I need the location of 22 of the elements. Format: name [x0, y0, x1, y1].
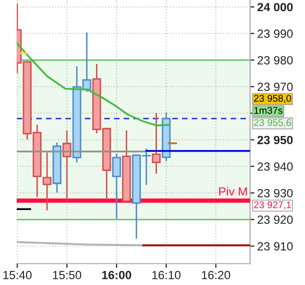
y-tick-label: 24 000 — [257, 2, 293, 12]
y-tick-label: 23 950 — [257, 136, 293, 144]
text: 23 958,0 — [254, 94, 292, 103]
y-tick-label: 23 970 — [258, 82, 293, 92]
candlestick — [112, 153, 121, 219]
y-tick-label: 23 990 — [258, 30, 293, 38]
y-tick-label: 23 920 — [258, 216, 293, 224]
text: 23 955,6 — [254, 119, 292, 128]
y-tick-label: 23 980 — [258, 56, 293, 64]
x-tick-label: 16:10 — [152, 270, 181, 280]
y-tick-label: 23 910 — [258, 242, 293, 250]
y-tick-label: 23 940 — [258, 162, 293, 171]
candlestick — [152, 113, 161, 174]
ref-line-label: Piv M — [219, 186, 247, 196]
text: 23 927,1 — [254, 201, 291, 210]
x-tick-label: 15:40 — [3, 270, 32, 280]
x-tick-label: 15:50 — [53, 270, 82, 280]
candlestick — [42, 152, 52, 210]
text: 1m37s — [254, 106, 282, 114]
x-tick-label: 16:00 — [102, 270, 132, 280]
x-tick-label: 16:20 — [202, 270, 230, 280]
y-tick-label: 23 930 — [258, 188, 293, 198]
